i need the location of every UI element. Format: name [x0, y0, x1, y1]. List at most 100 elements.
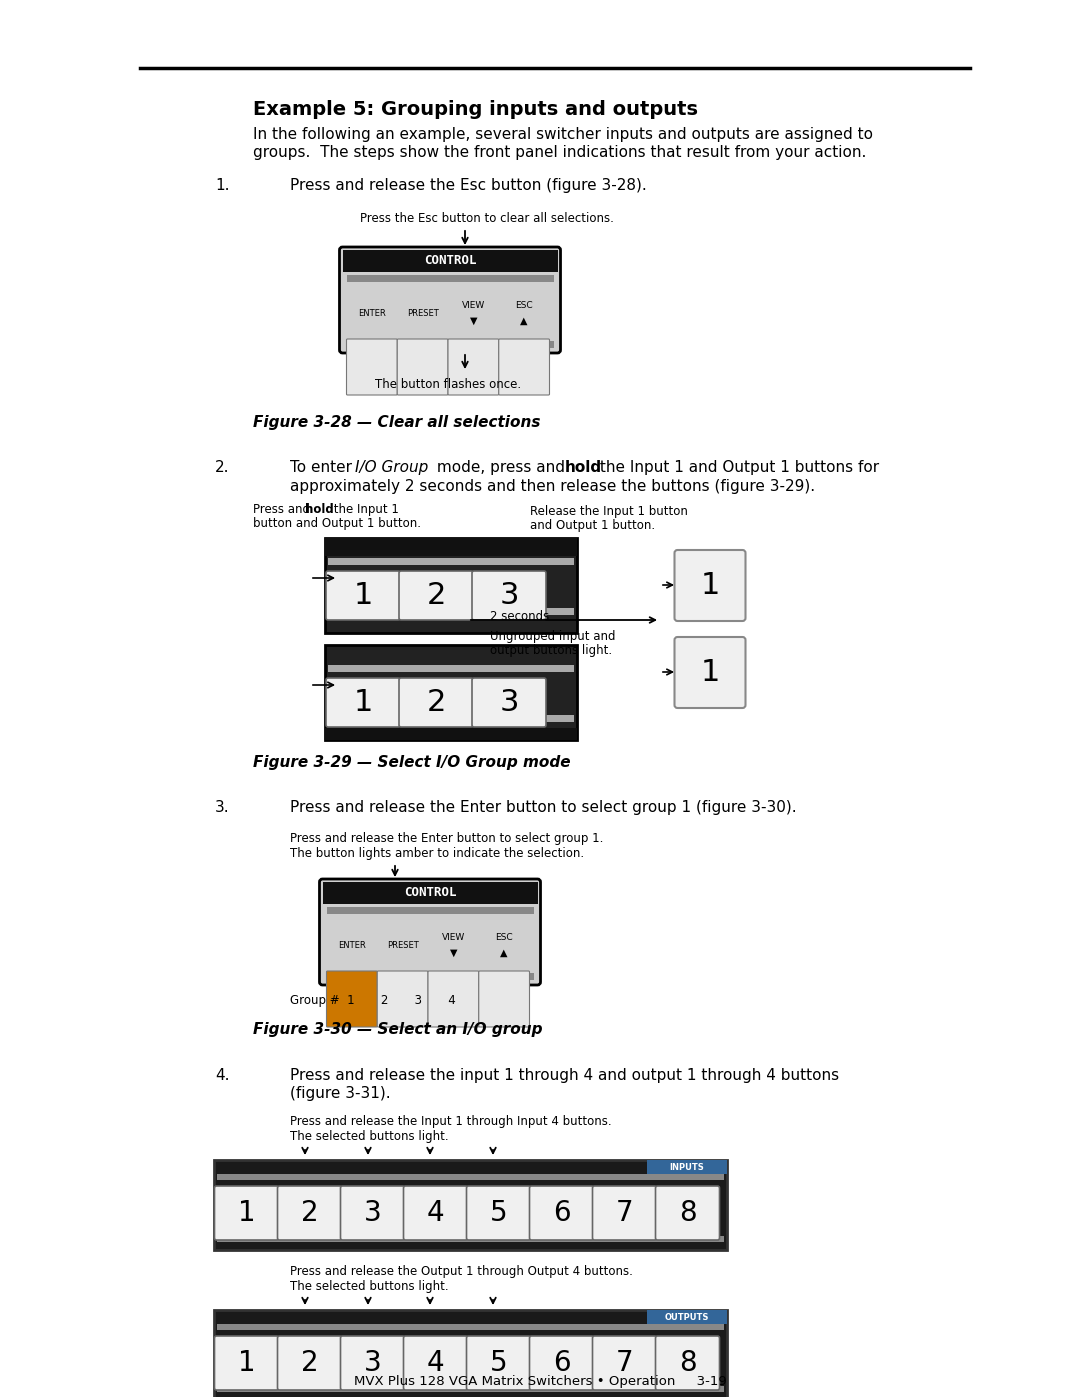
Text: 4.: 4.	[215, 1067, 229, 1083]
FancyBboxPatch shape	[593, 1336, 657, 1390]
Text: 7: 7	[616, 1199, 633, 1227]
Bar	[347, 341, 554, 348]
FancyBboxPatch shape	[399, 678, 473, 726]
Text: 3.: 3.	[215, 800, 230, 814]
FancyBboxPatch shape	[320, 879, 540, 985]
Text: 1: 1	[353, 687, 373, 717]
Bar	[347, 275, 554, 282]
Text: To enter: To enter	[291, 460, 356, 475]
Text: 2: 2	[427, 581, 446, 610]
Text: Ungrouped input and: Ungrouped input and	[490, 630, 616, 643]
Text: 7: 7	[616, 1350, 633, 1377]
Bar	[216, 1236, 724, 1242]
FancyBboxPatch shape	[478, 971, 529, 1027]
Text: CONTROL: CONTROL	[404, 887, 456, 900]
Text: output buttons light.: output buttons light.	[490, 644, 612, 657]
Text: ▼: ▼	[449, 949, 457, 958]
Text: 1: 1	[238, 1199, 255, 1227]
Bar	[323, 882, 538, 904]
FancyBboxPatch shape	[593, 1186, 657, 1241]
Text: Press and release the input 1 through 4 and output 1 through 4 buttons: Press and release the input 1 through 4 …	[291, 1067, 839, 1083]
Text: Press the Esc button to clear all selections.: Press the Esc button to clear all select…	[360, 212, 613, 225]
FancyBboxPatch shape	[215, 1336, 279, 1390]
Text: ENTER: ENTER	[357, 309, 386, 317]
Text: Figure 3-28 — Clear all selections: Figure 3-28 — Clear all selections	[253, 415, 540, 430]
Text: VIEW: VIEW	[462, 302, 485, 310]
FancyBboxPatch shape	[347, 339, 397, 395]
FancyBboxPatch shape	[399, 571, 473, 620]
Bar	[342, 250, 557, 272]
Text: The selected buttons light.: The selected buttons light.	[291, 1130, 448, 1143]
Text: Release the Input 1 button: Release the Input 1 button	[530, 504, 688, 518]
FancyBboxPatch shape	[326, 971, 377, 1027]
Text: 3: 3	[499, 687, 518, 717]
Bar	[216, 1324, 724, 1330]
Text: MVX Plus 128 VGA Matrix Switchers • Operation     3-19: MVX Plus 128 VGA Matrix Switchers • Oper…	[353, 1375, 727, 1389]
Text: hold: hold	[565, 460, 603, 475]
Text: The selected buttons light.: The selected buttons light.	[291, 1280, 448, 1294]
Text: 2: 2	[300, 1199, 319, 1227]
Text: 1: 1	[700, 571, 719, 599]
Text: Group #  1       2       3       4: Group # 1 2 3 4	[291, 995, 456, 1007]
Bar	[325, 645, 577, 740]
Text: hold: hold	[305, 503, 334, 515]
FancyBboxPatch shape	[499, 339, 550, 395]
FancyBboxPatch shape	[397, 339, 448, 395]
FancyBboxPatch shape	[278, 1186, 341, 1241]
Bar	[214, 1310, 727, 1397]
Text: ▲: ▲	[500, 949, 508, 958]
Text: the Input 1 and Output 1 buttons for: the Input 1 and Output 1 buttons for	[595, 460, 879, 475]
FancyBboxPatch shape	[340, 1186, 405, 1241]
Text: Figure 3-29 — Select I/O Group mode: Figure 3-29 — Select I/O Group mode	[253, 754, 570, 770]
Bar	[216, 1173, 724, 1180]
Text: 6: 6	[553, 1350, 570, 1377]
Text: 5: 5	[489, 1199, 508, 1227]
Text: Press and release the Output 1 through Output 4 buttons.: Press and release the Output 1 through O…	[291, 1266, 633, 1278]
FancyBboxPatch shape	[428, 971, 478, 1027]
Bar	[326, 972, 534, 981]
FancyBboxPatch shape	[675, 637, 745, 708]
Text: ▲: ▲	[521, 316, 528, 326]
Text: In the following an example, several switcher inputs and outputs are assigned to: In the following an example, several swi…	[253, 127, 873, 142]
Text: 2: 2	[427, 687, 446, 717]
Text: ▼: ▼	[470, 316, 477, 326]
Bar	[328, 715, 573, 722]
Text: Press and: Press and	[253, 503, 314, 515]
Bar	[328, 608, 573, 615]
Bar	[214, 1160, 727, 1250]
Bar	[647, 1160, 727, 1173]
FancyBboxPatch shape	[472, 571, 546, 620]
Text: The button lights amber to indicate the selection.: The button lights amber to indicate the …	[291, 847, 584, 861]
FancyBboxPatch shape	[656, 1336, 719, 1390]
FancyBboxPatch shape	[326, 678, 400, 726]
FancyBboxPatch shape	[339, 247, 561, 353]
Text: 2.: 2.	[215, 460, 229, 475]
Text: The button flashes once.: The button flashes once.	[375, 379, 522, 391]
FancyBboxPatch shape	[656, 1186, 719, 1241]
Text: Example 5: Grouping inputs and outputs: Example 5: Grouping inputs and outputs	[253, 101, 698, 119]
FancyBboxPatch shape	[472, 678, 546, 726]
Text: groups.  The steps show the front panel indications that result from your action: groups. The steps show the front panel i…	[253, 145, 866, 161]
Text: the Input 1: the Input 1	[330, 503, 399, 515]
FancyBboxPatch shape	[448, 339, 499, 395]
Text: Press and release the Enter button to select group 1.: Press and release the Enter button to se…	[291, 833, 604, 845]
Text: 3: 3	[364, 1199, 381, 1227]
Text: ENTER: ENTER	[338, 940, 366, 950]
Text: ESC: ESC	[496, 933, 513, 943]
Bar	[325, 728, 577, 740]
FancyBboxPatch shape	[467, 1336, 530, 1390]
FancyBboxPatch shape	[404, 1336, 468, 1390]
FancyBboxPatch shape	[529, 1336, 594, 1390]
Text: 4: 4	[427, 1350, 444, 1377]
Text: 1.: 1.	[215, 177, 229, 193]
Text: 1: 1	[238, 1350, 255, 1377]
Text: 5: 5	[489, 1350, 508, 1377]
Bar	[328, 665, 573, 672]
Text: approximately 2 seconds and then release the buttons (figure 3-29).: approximately 2 seconds and then release…	[291, 479, 815, 495]
FancyBboxPatch shape	[340, 1336, 405, 1390]
Bar	[647, 1310, 727, 1324]
FancyBboxPatch shape	[529, 1186, 594, 1241]
Text: 3: 3	[364, 1350, 381, 1377]
FancyBboxPatch shape	[377, 971, 428, 1027]
Text: INPUTS: INPUTS	[670, 1162, 704, 1172]
